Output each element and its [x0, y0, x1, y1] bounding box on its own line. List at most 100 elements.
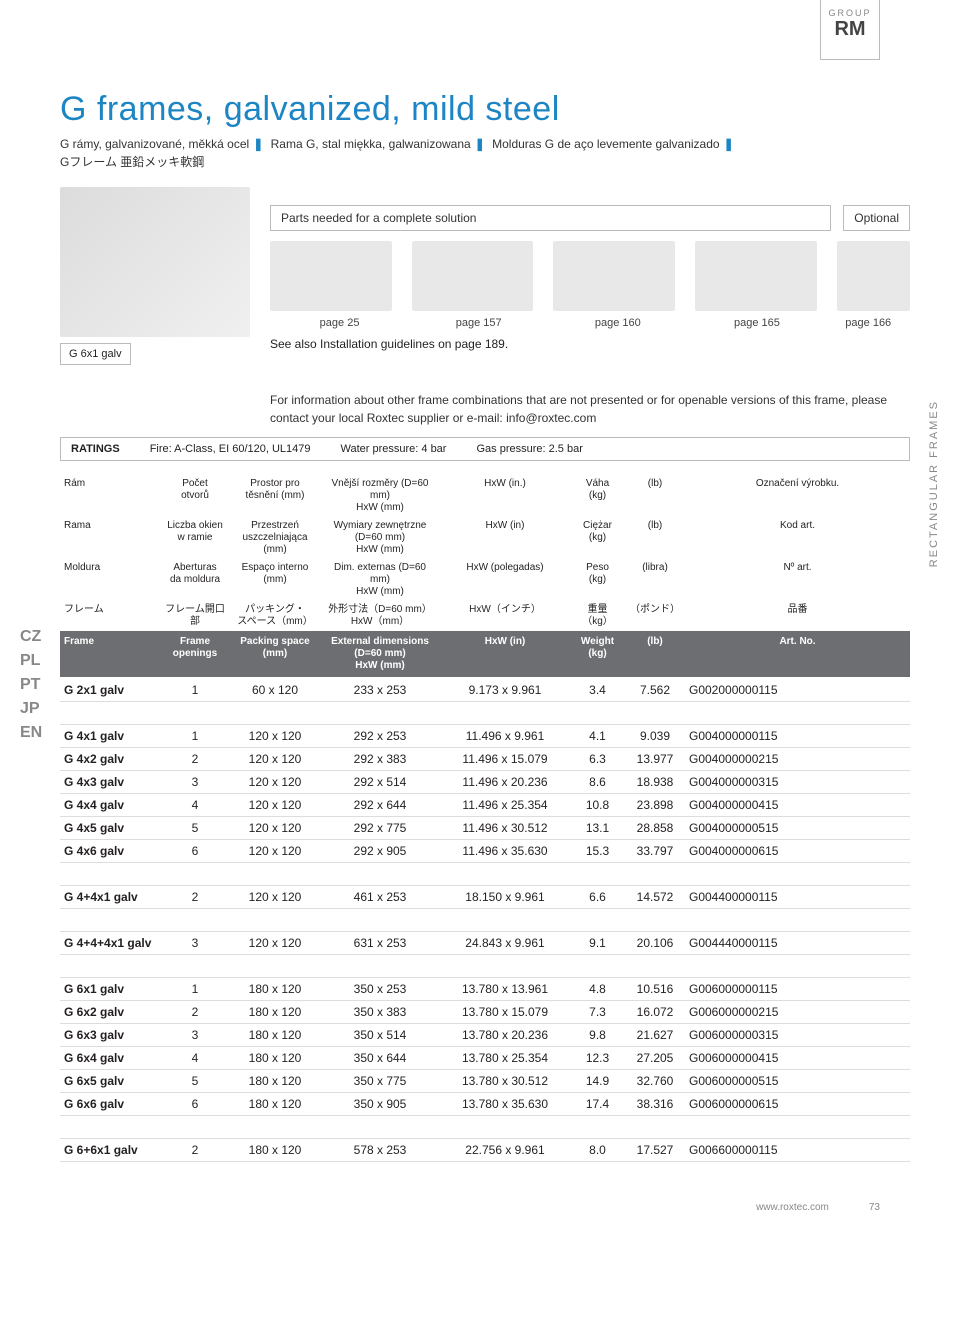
ratings-box: RATINGS Fire: A-Class, EI 60/120, UL1479… [60, 437, 910, 461]
data-cell: 13.1 [570, 817, 625, 840]
data-cell: 350 x 905 [320, 1093, 440, 1116]
data-cell: 18.938 [625, 771, 685, 794]
header-table: RámPočetotvorůProstor protěsnění (mm)Vně… [60, 475, 910, 677]
data-cell: G 4x6 galv [60, 840, 160, 863]
hdr-cell: HxW (in.) [440, 475, 570, 517]
data-cell: 28.858 [625, 817, 685, 840]
hdr-cell: Aberturasda moldura [160, 559, 230, 601]
lang-cz: CZ [20, 628, 42, 652]
data-cell: 350 x 775 [320, 1070, 440, 1093]
data-cell: 350 x 514 [320, 1024, 440, 1047]
data-cell: 120 x 120 [230, 725, 320, 748]
data-cell: 11.496 x 30.512 [440, 817, 570, 840]
hdr-cell: Rama [60, 517, 160, 559]
data-cell: 350 x 644 [320, 1047, 440, 1070]
data-cell: 292 x 775 [320, 817, 440, 840]
data-cell: 13.780 x 15.079 [440, 1001, 570, 1024]
part-thumb [553, 241, 675, 311]
data-cell: G 6x2 galv [60, 1001, 160, 1024]
hdr-cell: Nº art. [685, 559, 910, 601]
data-cell: 6 [160, 840, 230, 863]
data-cell: 350 x 253 [320, 978, 440, 1001]
hdr-cell: Weight(kg) [570, 631, 625, 677]
hdr-cell: (lb) [625, 631, 685, 677]
subtitle-line: G rámy, galvanizované, měkká ocel❚ Rama … [60, 135, 910, 171]
data-cell: 5 [160, 817, 230, 840]
data-cell: 20.106 [625, 932, 685, 955]
hdr-cell: Rám [60, 475, 160, 517]
data-cell: G006000000615 [685, 1093, 910, 1116]
subtitle-cz: G rámy, galvanizované, měkká ocel [60, 137, 249, 151]
lang-jp: JP [20, 700, 42, 724]
group-tag: GROUP RM [820, 0, 880, 60]
data-cell: 9.1 [570, 932, 625, 955]
data-cell: 3 [160, 771, 230, 794]
data-cell: 4 [160, 1047, 230, 1070]
data-cell: 21.627 [625, 1024, 685, 1047]
data-cell: 4.1 [570, 725, 625, 748]
hdr-cell: Kod art. [685, 517, 910, 559]
hdr-cell: Prostor protěsnění (mm) [230, 475, 320, 517]
data-cell: 23.898 [625, 794, 685, 817]
data-cell: 180 x 120 [230, 1139, 320, 1162]
data-cell: 13.780 x 30.512 [440, 1070, 570, 1093]
data-cell: 9.8 [570, 1024, 625, 1047]
data-cell: 10.516 [625, 978, 685, 1001]
data-cell: G004400000115 [685, 886, 910, 909]
data-cell: G006000000315 [685, 1024, 910, 1047]
data-cell: G 6x4 galv [60, 1047, 160, 1070]
data-cell: G006600000115 [685, 1139, 910, 1162]
data-cell: G 4x5 galv [60, 817, 160, 840]
hdr-cell: （ポンド） [625, 601, 685, 631]
data-cell: 11.496 x 15.079 [440, 748, 570, 771]
data-cell: 32.760 [625, 1070, 685, 1093]
data-cell: 180 x 120 [230, 1001, 320, 1024]
data-cell: 120 x 120 [230, 840, 320, 863]
ratings-fire: Fire: A-Class, EI 60/120, UL1479 [150, 443, 311, 455]
data-cell: 120 x 120 [230, 932, 320, 955]
data-cell: 2 [160, 886, 230, 909]
data-cell: 14.572 [625, 886, 685, 909]
hdr-cell: Wymiary zewnętrzne (D=60 mm)HxW (mm) [320, 517, 440, 559]
page-ref: page 25 [270, 317, 409, 329]
data-cell: 292 x 905 [320, 840, 440, 863]
hdr-cell: HxW (in) [440, 517, 570, 559]
hdr-cell: 外形寸法（D=60 mm）HxW（mm） [320, 601, 440, 631]
data-cell: G 4+4x1 galv [60, 886, 160, 909]
footer-page: 73 [869, 1202, 880, 1213]
data-cell: 8.6 [570, 771, 625, 794]
parts-thumbs-row [270, 241, 910, 311]
data-cell: 120 x 120 [230, 771, 320, 794]
data-cell: G 6x6 galv [60, 1093, 160, 1116]
data-cell: 15.3 [570, 840, 625, 863]
data-cell: 11.496 x 25.354 [440, 794, 570, 817]
data-cell: G006000000515 [685, 1070, 910, 1093]
data-cell: 5 [160, 1070, 230, 1093]
footer-url: www.roxtec.com [756, 1202, 829, 1213]
data-cell: 60 x 120 [230, 679, 320, 702]
data-cell: 18.150 x 9.961 [440, 886, 570, 909]
data-cell: 120 x 120 [230, 886, 320, 909]
hdr-cell: Art. No. [685, 631, 910, 677]
lang-en: EN [20, 724, 42, 748]
hdr-cell: (lb) [625, 475, 685, 517]
data-cell: G004000000215 [685, 748, 910, 771]
data-cell: 461 x 253 [320, 886, 440, 909]
page-ref: page 166 [827, 317, 910, 329]
data-cell: 11.496 x 35.630 [440, 840, 570, 863]
hdr-cell: Vnější rozměry (D=60 mm)HxW (mm) [320, 475, 440, 517]
lang-pl: PL [20, 652, 42, 676]
subtitle-jp: Gフレーム 亜鉛メッキ軟鋼 [60, 155, 204, 169]
page-footer: www.roxtec.com 73 [60, 1202, 910, 1213]
hdr-cell: 重量（kg） [570, 601, 625, 631]
data-cell: 1 [160, 679, 230, 702]
data-cell: 33.797 [625, 840, 685, 863]
data-cell: 13.780 x 35.630 [440, 1093, 570, 1116]
part-thumb [837, 241, 910, 311]
hdr-cell: Moldura [60, 559, 160, 601]
see-also: See also Installation guidelines on page… [270, 337, 910, 351]
data-cell: 13.780 x 13.961 [440, 978, 570, 1001]
parts-needed-label: Parts needed for a complete solution [270, 205, 831, 231]
data-cell: 120 x 120 [230, 748, 320, 771]
data-cell: 1 [160, 978, 230, 1001]
